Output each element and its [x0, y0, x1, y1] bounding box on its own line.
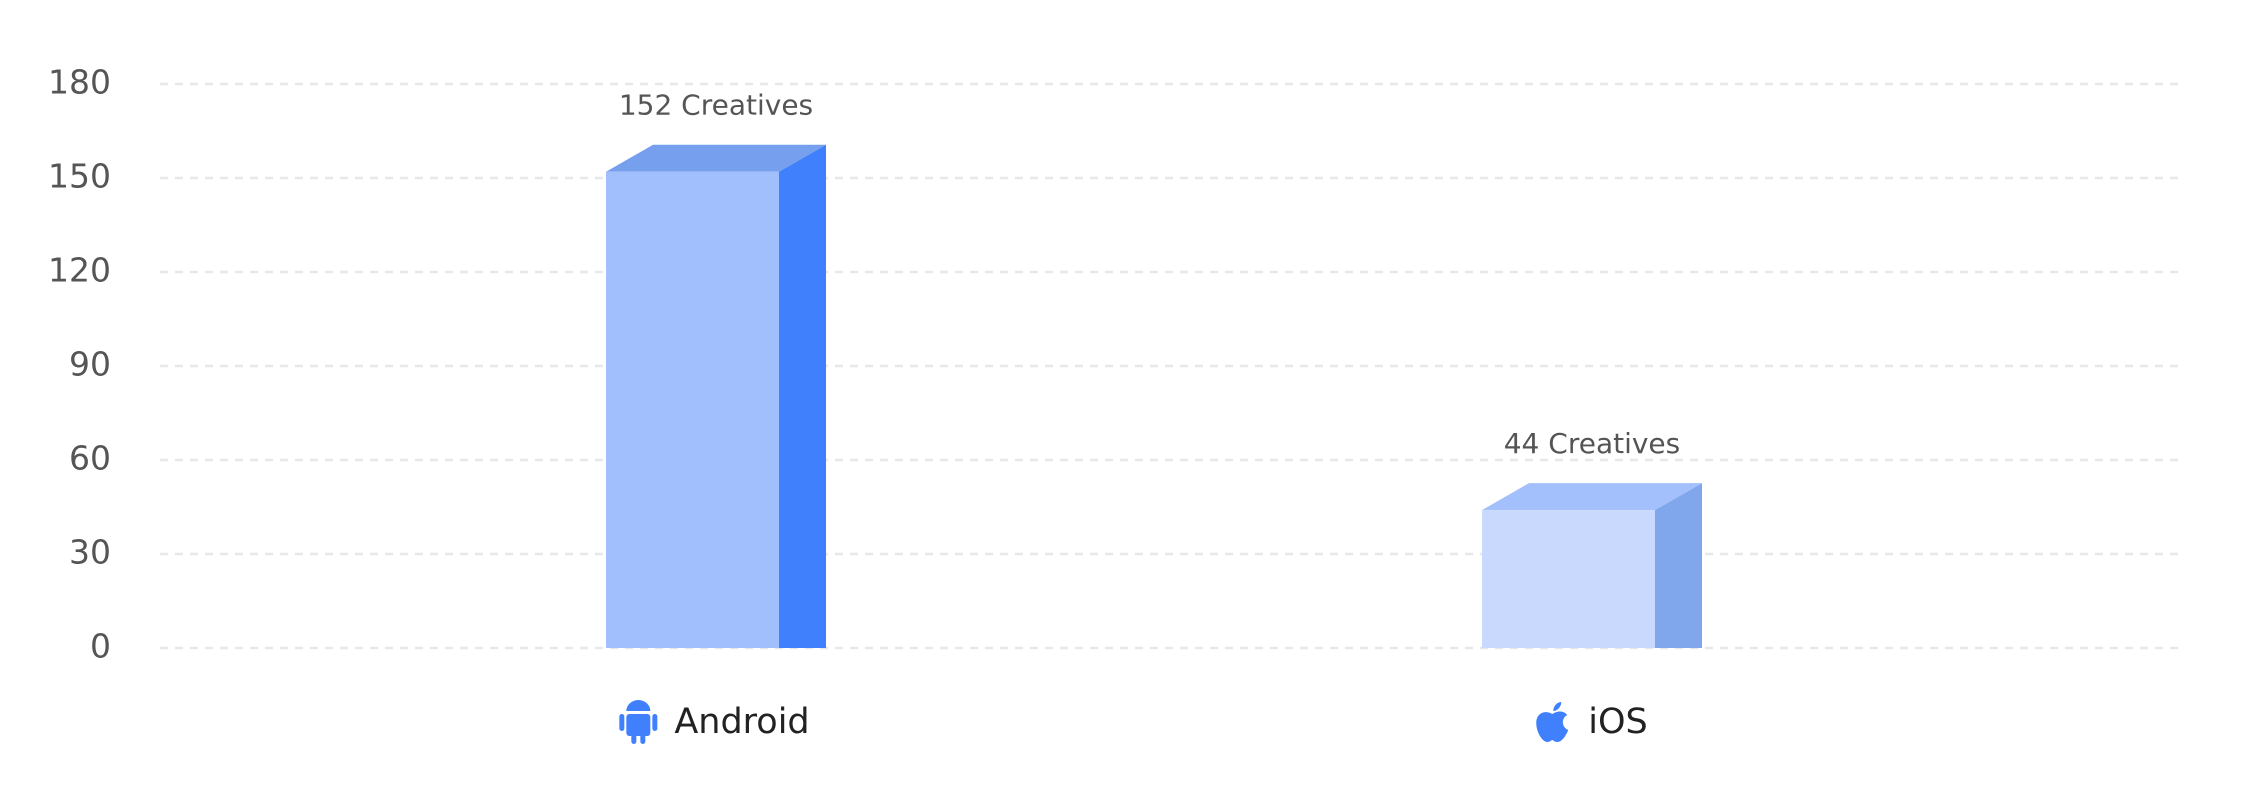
y-tick-label: 0 — [90, 627, 111, 666]
android-icon — [640, 734, 646, 744]
y-tick-label: 180 — [48, 63, 111, 102]
y-tick-label: 90 — [69, 345, 111, 384]
apple-icon — [1536, 702, 1569, 742]
android-icon — [626, 700, 651, 711]
bar-top — [1482, 483, 1702, 511]
bar-side — [1655, 483, 1702, 648]
android-icon — [652, 714, 658, 731]
category-label: Android — [619, 700, 810, 744]
bar-side — [779, 144, 826, 648]
bar — [606, 171, 779, 648]
y-tick-label: 60 — [69, 439, 111, 478]
bar-top — [606, 144, 826, 172]
android-icon — [619, 714, 625, 731]
android-icon — [626, 714, 651, 736]
bar — [1482, 510, 1655, 648]
category-label: iOS — [1536, 702, 1648, 742]
y-tick-label: 120 — [48, 251, 111, 290]
value-label: 44 Creatives — [1504, 427, 1681, 460]
android-icon — [631, 734, 637, 744]
x-tick-label: iOS — [1588, 702, 1648, 742]
y-tick-label: 30 — [69, 533, 111, 572]
value-label: 152 Creatives — [619, 89, 813, 122]
x-tick-label: Android — [674, 702, 809, 742]
y-tick-label: 150 — [48, 157, 111, 196]
